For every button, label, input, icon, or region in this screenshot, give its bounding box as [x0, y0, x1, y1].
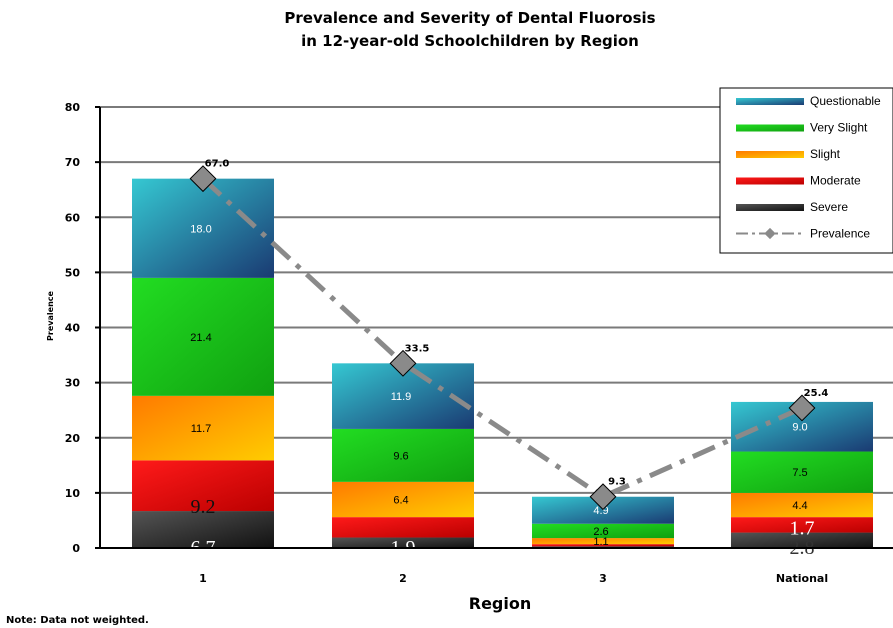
x-tick-label-national: National	[776, 572, 828, 585]
bar-national-slight	[731, 492, 873, 518]
legend-label-moderate: Moderate	[810, 174, 861, 188]
legend-swatch-slight	[736, 151, 804, 158]
prevalence-label-1: 67.0	[205, 159, 230, 170]
x-axis-ticks: 1 2 3 National	[199, 572, 828, 585]
footnote: Note: Data not weighted.	[6, 615, 149, 626]
prevalence-marker-3	[589, 483, 617, 511]
bar-3-very-slight	[532, 523, 674, 539]
y-tick-label-20: 20	[65, 432, 81, 445]
segment-label-1-very-slight: 21.4	[190, 332, 211, 344]
legend-label-very-slight: Very Slight	[810, 121, 868, 135]
legend-swatch-moderate	[736, 177, 804, 185]
y-tick-label-50: 50	[65, 266, 81, 279]
bar-1-moderate	[132, 460, 274, 512]
x-tick-label-3: 3	[599, 572, 607, 585]
segment-label-national-very-slight: 7.5	[792, 467, 807, 479]
legend: Questionable Very Slight Slight Moderate Sev…	[719, 87, 893, 254]
segment-label-national-slight: 4.4	[792, 500, 807, 512]
x-axis-label: Region	[469, 594, 532, 613]
bar-1-questionable	[132, 178, 274, 278]
legend-swatch-severe	[736, 204, 804, 211]
bar-1-slight	[132, 395, 274, 461]
prevalence-series: 67.0 33.5 9.3 25.4	[189, 159, 829, 511]
y-tick-label-30: 30	[65, 377, 81, 390]
chart-title-line-2: in 12-year-old Schoolchildren by Region	[301, 32, 639, 50]
segment-label-2-slight: 6.4	[393, 494, 408, 506]
bar-national-severe	[731, 532, 873, 548]
x-tick-label-2: 2	[399, 572, 407, 585]
legend-swatch-very-slight	[736, 124, 804, 132]
y-tick-label-10: 10	[65, 487, 81, 500]
y-tick-label-60: 60	[65, 211, 81, 224]
segment-label-3-slight: 1.1	[593, 536, 608, 548]
segment-label-1-questionable: 18.0	[190, 223, 211, 235]
bar-national-very-slight	[731, 451, 873, 493]
bar-2-very-slight	[332, 428, 474, 482]
y-tick-label-70: 70	[65, 156, 81, 169]
bar-national-moderate	[731, 517, 873, 533]
segment-label-3-very-slight: 2.6	[593, 526, 608, 538]
prevalence-marker-national	[788, 394, 816, 422]
segment-labels: 6.79.211.721.418.01.96.49.611.91.12.64.9…	[190, 223, 814, 559]
legend-box	[719, 87, 893, 254]
y-tick-label-80: 80	[65, 101, 81, 114]
y-axis-ticks: 0 10 20 30 40 50 60 70 80	[65, 101, 100, 555]
segment-label-national-moderate: 1.7	[790, 518, 815, 540]
legend-swatch-prevalence-marker	[764, 227, 776, 240]
prevalence-label-3: 9.3	[608, 477, 626, 488]
legend-label-prevalence: Prevalence	[810, 227, 870, 241]
prevalence-marker-1	[189, 165, 217, 193]
segment-label-1-slight: 11.7	[191, 423, 212, 435]
bar-3-slight	[532, 538, 674, 545]
bar-2-moderate	[332, 517, 474, 538]
bar-1-severe	[132, 511, 274, 548]
bar-1-very-slight	[132, 277, 274, 396]
y-tick-label-40: 40	[65, 322, 81, 335]
segment-label-2-questionable: 11.9	[391, 391, 412, 403]
segment-label-1-moderate: 9.2	[191, 496, 216, 518]
prevalence-label-2: 33.5	[405, 343, 430, 354]
y-tick-label-0: 0	[72, 542, 80, 555]
x-tick-label-1: 1	[199, 572, 207, 585]
segment-label-national-questionable: 9.0	[792, 422, 807, 434]
chart-title-line-1: Prevalence and Severity of Dental Fluoro…	[284, 9, 655, 27]
stacked-bars	[132, 178, 873, 548]
prevalence-line	[201, 176, 804, 500]
legend-label-questionable: Questionable	[810, 94, 881, 108]
bar-2-severe	[332, 537, 474, 548]
legend-label-slight: Slight	[810, 147, 841, 161]
segment-label-2-very-slight: 9.6	[393, 450, 408, 462]
legend-label-severe: Severe	[810, 200, 848, 214]
y-axis-label: Prevalence	[46, 290, 55, 340]
bar-3-moderate	[532, 544, 674, 547]
legend-swatch-questionable	[736, 98, 804, 105]
prevalence-label-national: 25.4	[804, 388, 829, 399]
prevalence-marker-2	[389, 349, 417, 377]
bar-2-slight	[332, 481, 474, 518]
